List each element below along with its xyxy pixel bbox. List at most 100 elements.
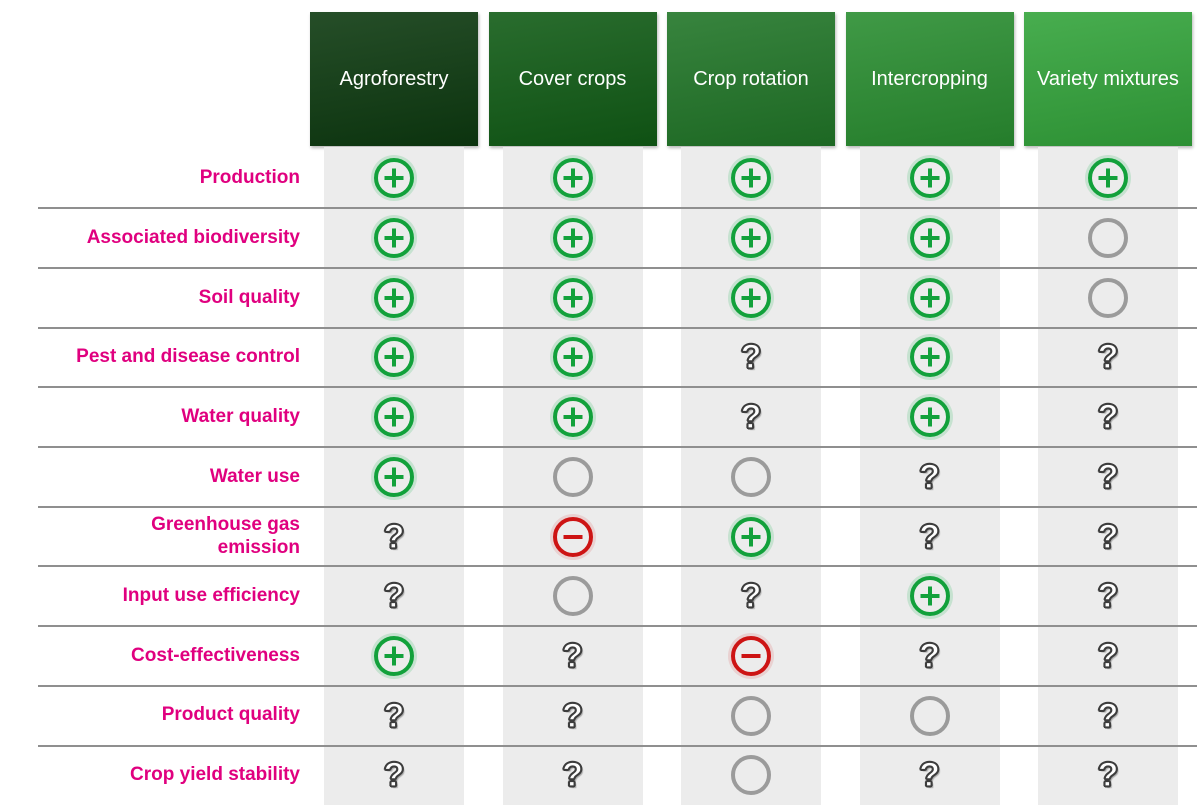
cell-associated-biodiversity-cover-crops xyxy=(550,215,596,261)
row-label-text: Production xyxy=(199,167,300,189)
neutral-circle-icon xyxy=(1088,277,1128,318)
minus-circle-icon xyxy=(552,516,593,557)
row-label-product-quality: Product quality xyxy=(38,686,300,746)
cell-input-use-efficiency-intercropping xyxy=(907,573,953,619)
cell-water-quality-cover-crops xyxy=(550,394,596,440)
cell-water-quality-crop-rotation: ? xyxy=(728,394,774,440)
question-mark-icon: ? xyxy=(1097,577,1119,616)
cell-greenhouse-gas-emission-agroforestry: ? xyxy=(371,514,417,560)
cell-water-use-agroforestry xyxy=(371,454,417,500)
cell-cost-effectiveness-variety-mixtures: ? xyxy=(1085,633,1131,679)
row-label-text: Soil quality xyxy=(198,286,300,308)
row-label-crop-yield-stability: Crop yield stability xyxy=(38,746,300,806)
cell-product-quality-crop-rotation xyxy=(728,693,774,739)
row-label-associated-biodiversity: Associated biodiversity xyxy=(38,208,300,268)
question-mark-icon: ? xyxy=(561,756,583,795)
row-label-text: Crop yield stability xyxy=(130,764,300,786)
row-separator xyxy=(38,266,1197,269)
cell-soil-quality-variety-mixtures xyxy=(1085,275,1131,321)
row-label-line: Greenhouse gas xyxy=(151,514,300,536)
plus-circle-icon xyxy=(374,397,414,438)
plus-circle-icon xyxy=(1088,158,1128,199)
cell-product-quality-cover-crops: ? xyxy=(550,693,596,739)
row-separator xyxy=(38,386,1197,389)
question-mark-icon: ? xyxy=(561,696,583,735)
question-mark-icon: ? xyxy=(740,338,762,377)
question-mark-icon: ? xyxy=(561,636,583,675)
question-mark-icon: ? xyxy=(383,577,405,616)
plus-circle-icon xyxy=(909,337,950,378)
row-label-water-use: Water use xyxy=(38,447,300,507)
question-mark-icon: ? xyxy=(383,517,405,556)
question-mark-icon: ? xyxy=(1097,517,1119,556)
cell-production-variety-mixtures xyxy=(1085,155,1131,201)
row-label-pest-and-disease-control: Pest and disease control xyxy=(38,328,300,388)
cell-cost-effectiveness-crop-rotation xyxy=(728,633,774,679)
cell-input-use-efficiency-agroforestry: ? xyxy=(371,573,417,619)
plus-circle-icon xyxy=(909,576,950,617)
cell-soil-quality-intercropping xyxy=(907,275,953,321)
neutral-circle-icon xyxy=(552,456,593,497)
cell-soil-quality-cover-crops xyxy=(550,275,596,321)
question-mark-icon: ? xyxy=(1097,696,1119,735)
plus-circle-icon xyxy=(909,277,950,318)
cell-cost-effectiveness-agroforestry xyxy=(371,633,417,679)
plus-circle-icon xyxy=(374,635,414,676)
cell-production-agroforestry xyxy=(371,155,417,201)
row-separator xyxy=(38,207,1197,210)
row-label-text: Water quality xyxy=(181,405,300,427)
cell-input-use-efficiency-cover-crops xyxy=(550,573,596,619)
cell-water-use-intercropping: ? xyxy=(907,454,953,500)
row-separator xyxy=(38,565,1197,568)
cell-crop-yield-stability-variety-mixtures: ? xyxy=(1085,752,1131,798)
cell-water-use-variety-mixtures: ? xyxy=(1085,454,1131,500)
row-label-greenhouse-gas-emission: Greenhouse gas emission xyxy=(38,507,300,567)
plus-circle-icon xyxy=(374,456,414,497)
row-label-text: Associated biodiversity xyxy=(86,226,300,248)
plus-circle-icon xyxy=(909,158,950,199)
row-label-soil-quality: Soil quality xyxy=(38,268,300,328)
question-mark-icon: ? xyxy=(1097,398,1119,437)
plus-circle-icon xyxy=(731,277,771,318)
neutral-circle-icon xyxy=(731,755,771,796)
cell-product-quality-variety-mixtures: ? xyxy=(1085,693,1131,739)
column-header-label: Intercropping xyxy=(871,68,988,90)
plus-circle-icon xyxy=(552,218,593,259)
cell-pest-and-disease-control-intercropping xyxy=(907,334,953,380)
cell-production-intercropping xyxy=(907,155,953,201)
cell-product-quality-intercropping xyxy=(907,693,953,739)
cell-water-quality-intercropping xyxy=(907,394,953,440)
cell-water-use-cover-crops xyxy=(550,454,596,500)
cell-production-cover-crops xyxy=(550,155,596,201)
question-mark-icon: ? xyxy=(918,457,940,496)
cell-crop-yield-stability-crop-rotation xyxy=(728,752,774,798)
cell-crop-yield-stability-agroforestry: ? xyxy=(371,752,417,798)
plus-circle-icon xyxy=(552,277,593,318)
cell-production-crop-rotation xyxy=(728,155,774,201)
column-header-label: Crop rotation xyxy=(693,68,809,90)
column-header-label: Variety mixtures xyxy=(1037,68,1179,90)
neutral-circle-icon xyxy=(731,456,771,497)
cell-associated-biodiversity-intercropping xyxy=(907,215,953,261)
column-header-intercropping: Intercropping xyxy=(846,12,1014,146)
question-mark-icon: ? xyxy=(740,398,762,437)
plus-circle-icon xyxy=(731,218,771,259)
column-header-agroforestry: Agroforestry xyxy=(310,12,478,146)
cell-crop-yield-stability-cover-crops: ? xyxy=(550,752,596,798)
cell-water-quality-variety-mixtures: ? xyxy=(1085,394,1131,440)
cell-pest-and-disease-control-variety-mixtures: ? xyxy=(1085,334,1131,380)
row-separator xyxy=(38,625,1197,628)
question-mark-icon: ? xyxy=(1097,756,1119,795)
neutral-circle-icon xyxy=(731,695,771,736)
question-mark-icon: ? xyxy=(383,696,405,735)
plus-circle-icon xyxy=(374,218,414,259)
plus-circle-icon xyxy=(731,516,771,557)
cell-input-use-efficiency-variety-mixtures: ? xyxy=(1085,573,1131,619)
cell-associated-biodiversity-agroforestry xyxy=(371,215,417,261)
question-mark-icon: ? xyxy=(740,577,762,616)
row-separator xyxy=(38,446,1197,448)
row-label-line: emission xyxy=(217,536,300,558)
question-mark-icon: ? xyxy=(918,636,940,675)
cell-pest-and-disease-control-cover-crops xyxy=(550,334,596,380)
